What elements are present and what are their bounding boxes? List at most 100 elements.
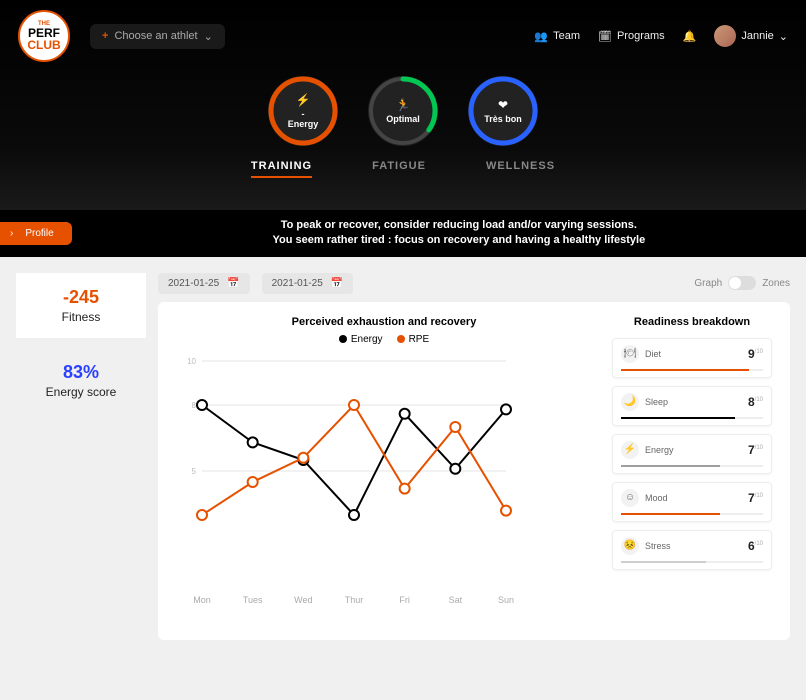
date-from-value: 2021-01-25 bbox=[168, 278, 219, 289]
breakdown-bar bbox=[621, 561, 763, 563]
svg-text:10: 10 bbox=[187, 357, 196, 366]
plus-icon: + bbox=[102, 30, 108, 42]
view-toggle[interactable] bbox=[728, 276, 756, 290]
legend-item: RPE bbox=[397, 334, 430, 345]
profile-button[interactable]: › Profile bbox=[0, 222, 72, 245]
legend-item: Energy bbox=[339, 334, 383, 345]
breakdown-score: 9/10 bbox=[748, 347, 763, 361]
svg-text:Mon: Mon bbox=[193, 595, 211, 605]
svg-text:Thur: Thur bbox=[345, 595, 364, 605]
fitness-label: Fitness bbox=[24, 310, 138, 324]
energy-card: 83% Energy score bbox=[16, 362, 146, 399]
fitness-card: -245 Fitness bbox=[16, 273, 146, 338]
nav-user-label: Jannie bbox=[741, 30, 773, 42]
breakdown-score: 8/10 bbox=[748, 395, 763, 409]
profile-button-label: Profile bbox=[25, 228, 53, 239]
breakdown-item[interactable]: ☺ Mood 7/10 bbox=[612, 482, 772, 522]
header-region: THE PERF CLUB + Choose an athlet ⌄ 👥 Tea… bbox=[0, 0, 806, 210]
svg-text:Sun: Sun bbox=[498, 595, 514, 605]
svg-text:Tues: Tues bbox=[243, 595, 263, 605]
svg-text:5: 5 bbox=[192, 467, 197, 476]
breakdown-label: Stress bbox=[645, 541, 671, 551]
breakdown-item[interactable]: 🌙 Sleep 8/10 bbox=[612, 386, 772, 426]
tab-wellness[interactable]: WELLNESS bbox=[486, 160, 555, 178]
breakdown-label: Sleep bbox=[645, 397, 668, 407]
breakdown-label: Energy bbox=[645, 445, 674, 455]
breakdown-title: Readiness breakdown bbox=[612, 316, 772, 328]
status-ring[interactable]: ⚡ - Energy bbox=[268, 76, 338, 146]
chevron-down-icon: ⌄ bbox=[779, 30, 788, 43]
breakdown-bar bbox=[621, 417, 763, 419]
alert-line-2: You seem rather tired : focus on recover… bbox=[112, 233, 806, 248]
breakdown-label: Diet bbox=[645, 349, 661, 359]
team-icon: 👥 bbox=[534, 30, 548, 43]
left-column: -245 Fitness 83% Energy score bbox=[16, 273, 146, 640]
energy-label: Energy score bbox=[16, 385, 146, 399]
chevron-down-icon: ⌄ bbox=[204, 30, 213, 43]
alert-line-1: To peak or recover, consider reducing lo… bbox=[112, 218, 806, 233]
breakdown-icon: 🌙 bbox=[621, 393, 639, 411]
nav-team-label: Team bbox=[553, 30, 580, 42]
chart-legend: Energy RPE bbox=[176, 334, 592, 345]
date-bar: 2021-01-25 📅 2021-01-25 📅 Graph Zones bbox=[158, 273, 790, 294]
breakdown-bar bbox=[621, 465, 763, 467]
breakdown-item[interactable]: 🍽 Diet 9/10 bbox=[612, 338, 772, 378]
date-to-value: 2021-01-25 bbox=[272, 278, 323, 289]
nav-programs[interactable]: 🗓 Programs bbox=[598, 30, 665, 43]
svg-text:Sat: Sat bbox=[449, 595, 463, 605]
breakdown-icon: ☺ bbox=[621, 489, 639, 507]
graph-zones-toggle: Graph Zones bbox=[694, 276, 790, 290]
breakdown-score: 6/10 bbox=[748, 539, 763, 553]
breakdown-score: 7/10 bbox=[748, 443, 763, 457]
breakdown-item[interactable]: 😣 Stress 6/10 bbox=[612, 530, 772, 570]
athlete-picker[interactable]: + Choose an athlet ⌄ bbox=[90, 24, 225, 49]
breakdown-icon: 😣 bbox=[621, 537, 639, 555]
breakdown-score: 7/10 bbox=[748, 491, 763, 505]
chevron-right-icon: › bbox=[10, 228, 13, 239]
svg-text:8: 8 bbox=[192, 401, 197, 410]
svg-text:Fri: Fri bbox=[399, 595, 410, 605]
breakdown-bar bbox=[621, 369, 763, 371]
tab-fatigue[interactable]: FATIGUE bbox=[372, 160, 426, 178]
chart-card: Perceived exhaustion and recovery Energy… bbox=[158, 302, 790, 640]
nav-team[interactable]: 👥 Team bbox=[534, 30, 580, 43]
breakdown-item[interactable]: ⚡ Energy 7/10 bbox=[612, 434, 772, 474]
breakdown-bar bbox=[621, 513, 763, 515]
date-from-picker[interactable]: 2021-01-25 📅 bbox=[158, 273, 250, 294]
chart-area: Perceived exhaustion and recovery Energy… bbox=[176, 316, 592, 616]
breakdown-label: Mood bbox=[645, 493, 668, 503]
status-ring[interactable]: 🏃 Optimal bbox=[368, 76, 438, 146]
topbar: THE PERF CLUB + Choose an athlet ⌄ 👥 Tea… bbox=[0, 0, 806, 72]
nav-notifications[interactable]: 🔔 bbox=[683, 30, 697, 43]
bell-icon: 🔔 bbox=[683, 30, 697, 43]
top-nav: 👥 Team 🗓 Programs 🔔 Jannie ⌄ bbox=[534, 25, 788, 47]
breakdown-icon: ⚡ bbox=[621, 441, 639, 459]
status-ring[interactable]: ❤ Très bon bbox=[468, 76, 538, 146]
readiness-breakdown: Readiness breakdown 🍽 Diet 9/10 🌙 Sleep … bbox=[612, 316, 772, 616]
tab-training[interactable]: TRAINING bbox=[251, 160, 312, 178]
athlete-picker-label: Choose an athlet bbox=[114, 30, 197, 42]
fitness-value: -245 bbox=[24, 287, 138, 308]
energy-value: 83% bbox=[16, 362, 146, 383]
toggle-left-label: Graph bbox=[694, 278, 722, 289]
breakdown-icon: 🍽 bbox=[621, 345, 639, 363]
main-tabs: TRAINING FATIGUE WELLNESS bbox=[0, 160, 806, 178]
date-to-picker[interactable]: 2021-01-25 📅 bbox=[262, 273, 354, 294]
content-region: -245 Fitness 83% Energy score 2021-01-25… bbox=[0, 257, 806, 656]
alert-message: To peak or recover, consider reducing lo… bbox=[112, 218, 806, 249]
calendar-icon: 🗓 bbox=[598, 30, 612, 43]
nav-programs-label: Programs bbox=[617, 30, 665, 42]
avatar bbox=[714, 25, 736, 47]
brand-l3: CLUB bbox=[27, 39, 60, 51]
main-column: 2021-01-25 📅 2021-01-25 📅 Graph Zones Pe… bbox=[158, 273, 790, 640]
nav-user[interactable]: Jannie ⌄ bbox=[714, 25, 788, 47]
alert-bar: › Profile To peak or recover, consider r… bbox=[0, 210, 806, 257]
chart-title: Perceived exhaustion and recovery bbox=[176, 316, 592, 328]
calendar-icon: 📅 bbox=[227, 278, 239, 289]
toggle-right-label: Zones bbox=[762, 278, 790, 289]
calendar-icon: 📅 bbox=[331, 278, 343, 289]
line-chart: 5 8 10 Mon Tues Wed Thur Fri Sat Sun bbox=[176, 351, 516, 611]
brand-logo[interactable]: THE PERF CLUB bbox=[18, 10, 70, 62]
svg-text:Wed: Wed bbox=[294, 595, 312, 605]
status-rings: ⚡ - Energy 🏃 Optimal ❤ Très bon bbox=[0, 76, 806, 146]
